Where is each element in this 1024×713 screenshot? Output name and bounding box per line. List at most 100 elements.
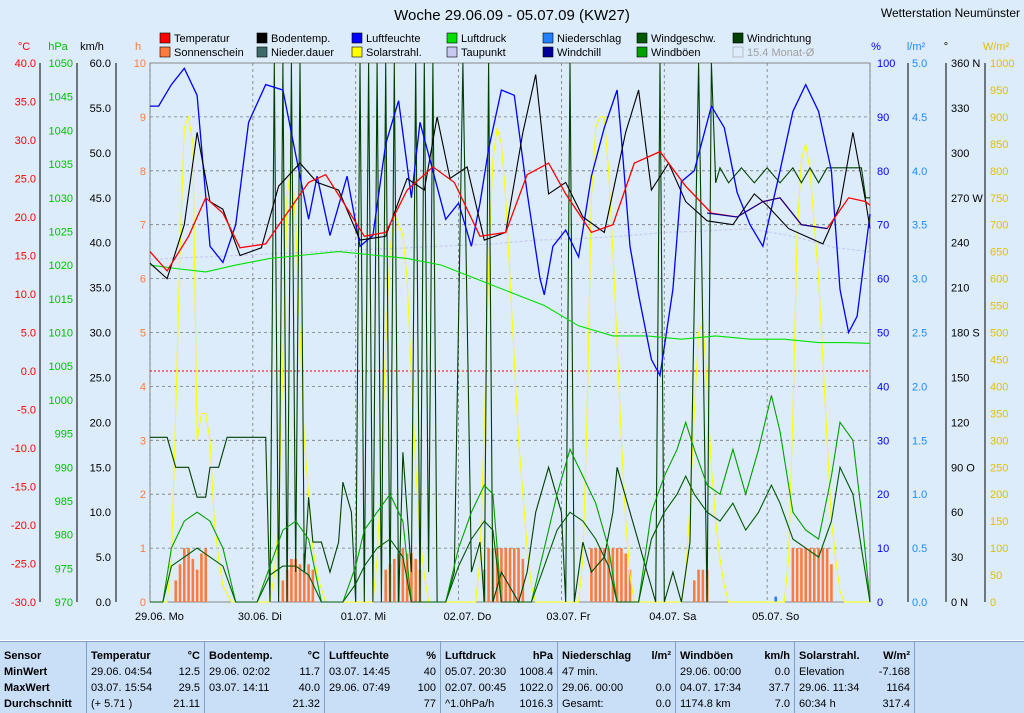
wind-axis-tick: 25.0 xyxy=(90,372,111,384)
rain-axis-unit: l/m² xyxy=(907,41,926,53)
stats-cell-value: 21.11 xyxy=(173,698,200,710)
stats-cell-row: 29.06. 02:02 11.7 xyxy=(209,664,320,680)
stats-column-unit: °C xyxy=(307,650,320,662)
stats-cell-row: 1174.8 km 7.0 xyxy=(680,696,790,712)
rain-axis-tick: 1.0 xyxy=(912,489,927,501)
stats-cell-row: 05.07. 20:30 1008.4 xyxy=(445,664,553,680)
pressure-axis-tick: 970 xyxy=(55,597,73,609)
winddir-axis-tick: 90 O xyxy=(951,462,975,474)
rain-axis-tick: 5.0 xyxy=(912,58,927,70)
temp-axis-tick: -30.0 xyxy=(11,597,36,609)
temp-axis-tick: -10.0 xyxy=(11,443,36,455)
stats-column-name: Windböen xyxy=(680,650,734,662)
sunshine-axis-tick: 1 xyxy=(140,543,146,555)
pressure-axis-tick: 1050 xyxy=(49,58,73,70)
wind-axis-tick: 20.0 xyxy=(90,417,111,429)
sunshine-bar xyxy=(303,553,306,602)
sunshine-bar xyxy=(513,548,516,602)
stats-row-header: Sensor xyxy=(4,650,42,662)
stats-cell-label: 03.07. 14:45 xyxy=(329,666,391,678)
stats-column: Temperatur °C 29.06. 04:54 12.5 03.07. 15:54… xyxy=(87,642,205,713)
solar-axis-tick: 50 xyxy=(990,570,1002,582)
pressure-axis-tick: 1035 xyxy=(49,159,73,171)
legend-label: Solarstrahl. xyxy=(366,47,422,59)
stats-cell-row: 03.07. 14:45 40 xyxy=(329,664,436,680)
stats-cell-value: 1008.4 xyxy=(519,666,553,678)
wind-axis-tick: 5.0 xyxy=(96,552,111,564)
rain-axis-tick: 0.0 xyxy=(912,597,927,609)
stats-cell-row: 02.07. 00:45 1022.0 xyxy=(445,680,553,696)
stats-cell-row: Gesamt: 0.0 xyxy=(562,696,671,712)
humidity-axis-tick: 10 xyxy=(877,543,889,555)
temp-axis-tick: -20.0 xyxy=(11,520,36,532)
solar-axis-tick: 800 xyxy=(990,166,1008,178)
series-taupunkt xyxy=(149,228,871,260)
winddir-axis-tick: 150 xyxy=(951,372,969,384)
stats-cell-row: 03.07. 14:11 40.0 xyxy=(209,680,320,696)
stats-cell-label: 03.07. 15:54 xyxy=(91,682,153,694)
sunshine-bar xyxy=(487,548,490,602)
sunshine-bar xyxy=(817,548,820,602)
pressure-axis-tick: 1045 xyxy=(49,92,73,104)
sunshine-bar xyxy=(500,548,503,602)
sunshine-bar xyxy=(795,548,799,602)
legend-swatch xyxy=(732,32,744,44)
stats-cell-value: -7.168 xyxy=(878,666,910,678)
rain-axis-tick: 0.5 xyxy=(912,543,927,555)
humidity-axis-tick: 90 xyxy=(877,112,889,124)
x-tick-label: 02.07. Do xyxy=(444,611,492,623)
stats-column-header: Solarstrahl. W/m² xyxy=(799,648,910,664)
sunshine-bar xyxy=(178,564,182,602)
wind-axis-tick: 35.0 xyxy=(90,283,111,295)
series-luftfeuchte xyxy=(150,67,871,378)
stats-cell-value: 317.4 xyxy=(882,698,910,710)
solar-axis-tick: 300 xyxy=(990,435,1008,447)
stats-cell-label: 29.06. 00:00 xyxy=(562,682,624,694)
stats-column-name: Bodentemp. xyxy=(209,650,273,662)
stats-column: Solarstrahl. W/m² Elevation -7.168 29.06. 11… xyxy=(795,642,915,713)
sunshine-bar xyxy=(693,580,696,602)
sunshine-bar xyxy=(174,580,177,602)
stats-cell-label: 47 min. xyxy=(562,666,599,678)
stats-cell-label: Gesamt: xyxy=(562,698,604,710)
sunshine-bar xyxy=(825,548,829,602)
stats-column-header: Luftfeuchte% xyxy=(329,648,436,664)
stats-cell-value: 0.0 xyxy=(774,666,790,678)
stats-cell-label: 29.06. 00:00 xyxy=(680,666,742,678)
stats-cell-label: 29.06. 11:34 xyxy=(799,682,860,694)
rain-axis-tick: 1.5 xyxy=(912,435,927,447)
sunshine-axis-tick: 9 xyxy=(140,112,146,124)
wind-axis-unit: km/h xyxy=(80,41,104,53)
pressure-axis-tick: 1040 xyxy=(49,125,73,137)
stats-empty-cell xyxy=(915,642,1024,713)
stats-column-unit: °C xyxy=(187,650,200,662)
stats-column-unit: W/m² xyxy=(883,650,910,662)
stats-cell-label: ^1.0hPa/h xyxy=(445,698,495,710)
solar-axis-tick: 850 xyxy=(990,139,1008,151)
pressure-axis-tick: 1030 xyxy=(49,193,73,205)
sunshine-bar xyxy=(607,548,610,602)
sunshine-bar xyxy=(521,558,525,602)
temp-axis-tick: -25.0 xyxy=(11,559,36,571)
sunshine-bar xyxy=(307,564,310,602)
stats-column: Luftfeuchte% 03.07. 14:45 40 29.06. 07:49 10… xyxy=(325,642,441,713)
humidity-axis-tick: 100 xyxy=(877,58,895,70)
legend-label: Niederschlag xyxy=(557,33,621,45)
stats-column: Bodentemp. °C 29.06. 02:02 11.7 03.07. 14:11… xyxy=(205,642,325,713)
stats-cell-row: Elevation -7.168 xyxy=(799,664,910,680)
stats-cell-row: 77 xyxy=(329,696,436,712)
rain-axis-tick: 3.5 xyxy=(912,220,927,232)
sunshine-bar xyxy=(804,548,807,602)
pressure-axis-tick: 1000 xyxy=(49,395,73,407)
humidity-axis-tick: 70 xyxy=(877,220,889,232)
sunshine-bar xyxy=(800,548,803,602)
legend-swatch xyxy=(256,46,268,58)
stats-cell-label: Elevation xyxy=(799,666,845,678)
stats-cell-row: 03.07. 15:54 29.5 xyxy=(91,680,200,696)
sunshine-axis-tick: 6 xyxy=(140,274,146,286)
stats-cell-value: 37.7 xyxy=(768,682,790,694)
stats-cell-row: 29.06. 00:00 0.0 xyxy=(562,680,671,696)
sunshine-bar xyxy=(624,553,627,602)
series-windchill xyxy=(707,197,828,230)
series-luftdruck xyxy=(149,251,871,344)
